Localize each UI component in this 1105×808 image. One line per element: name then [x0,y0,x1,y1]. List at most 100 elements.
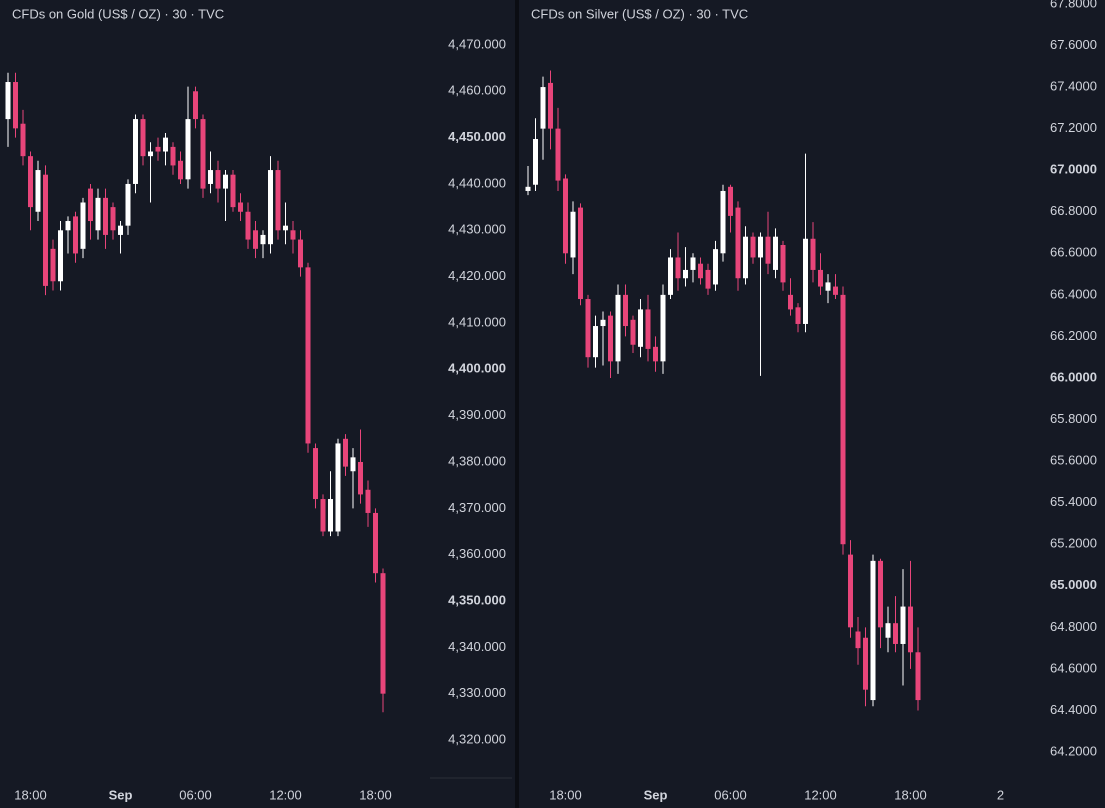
panel-divider [515,0,519,808]
candle-body [358,461,363,495]
candle-body [750,236,756,258]
candle-body [683,269,688,279]
candle-body [118,225,123,235]
candle-body [58,230,63,282]
candle-body [215,170,221,189]
x-tick-label: 2 [997,787,1004,802]
candle-body [773,236,778,270]
y-tick-label: 4,370.000 [448,500,506,515]
candle-body [848,554,853,628]
candle-body [110,207,116,231]
candle-body [20,123,26,157]
y-tick-label: 65.8000 [1050,411,1097,426]
x-tick-label: 18:00 [359,787,392,802]
x-tick-label: 12:00 [269,787,302,802]
x-tick-label: 12:00 [804,787,837,802]
candle-body [305,267,311,444]
candle-body [275,170,281,231]
candle-body [208,170,213,184]
candle-body [893,623,898,644]
x-tick-label: Sep [644,787,668,802]
candle-body [698,263,703,279]
candle-body [653,346,658,362]
candle-body [743,236,748,279]
y-tick-label: 64.2000 [1050,743,1097,758]
y-tick-label: 66.4000 [1050,286,1097,301]
candle-body [540,87,546,129]
candle-body [735,207,741,279]
candle-body [245,211,251,240]
candle-body [548,82,553,129]
candle-body [765,236,771,264]
candle-body [570,211,576,258]
candle-body [298,239,303,268]
y-tick-label: 4,400.000 [448,361,506,376]
candle-body [283,225,288,231]
candle-body [148,151,153,157]
y-tick-label: 4,470.000 [448,36,506,51]
candle-body [320,499,326,532]
y-tick-label: 65.2000 [1050,536,1097,551]
y-tick-label: 4,340.000 [448,639,506,654]
y-tick-label: 4,380.000 [448,453,506,468]
candle-body [28,156,33,208]
candle-body [878,560,883,628]
candle-body [238,202,243,212]
candle-body [170,146,176,166]
y-tick-label: 4,410.000 [448,314,506,329]
candle-body [163,137,168,152]
candle-body [780,244,786,283]
candle-body [600,319,606,327]
candle-body [690,257,696,270]
y-tick-label: 4,430.000 [448,222,506,237]
candle-body [50,248,56,282]
y-tick-label: 66.0000 [1050,369,1097,384]
x-tick-label: 18:00 [14,787,47,802]
x-tick-label: 06:00 [714,787,747,802]
candle-body [178,160,183,180]
candle-body [840,294,846,545]
candle-body [125,183,131,226]
y-tick-label: 64.6000 [1050,660,1097,675]
candle-body [5,82,11,120]
y-tick-label: 67.4000 [1050,79,1097,94]
x-tick-label: 06:00 [179,787,212,802]
candle-body [608,315,613,362]
candle-body [810,238,816,270]
candle-body [328,499,333,532]
y-tick-label: 64.8000 [1050,619,1097,634]
y-tick-label: 65.0000 [1050,577,1097,592]
y-tick-label: 65.6000 [1050,453,1097,468]
y-tick-label: 4,460.000 [448,83,506,98]
x-tick-label: Sep [109,787,133,802]
candle-body [803,238,808,324]
candle-body [915,652,921,701]
candle-body [675,257,681,279]
y-tick-label: 4,390.000 [448,407,506,422]
y-tick-label: 65.4000 [1050,494,1097,509]
candle-body [525,186,531,191]
candle-body [788,294,793,310]
y-tick-label: 4,420.000 [448,268,506,283]
y-tick-label: 66.6000 [1050,245,1097,260]
candle-body [88,188,93,222]
candle-body [253,230,258,249]
candle-body [65,221,71,231]
x-tick-label: 18:00 [894,787,927,802]
y-tick-label: 67.2000 [1050,120,1097,135]
candle-body [200,119,206,189]
candle-body [365,489,371,513]
candle-body [103,197,108,235]
candle-body [563,178,568,254]
candle-body [140,119,146,157]
y-tick-label: 4,360.000 [448,546,506,561]
candle-body [645,309,651,349]
candle-body [578,207,583,300]
y-tick-label: 64.4000 [1050,702,1097,717]
y-tick-label: 4,350.000 [448,592,506,607]
candle-body [870,560,876,701]
candle-body [615,294,621,362]
candle-body [885,623,891,638]
candle-body [223,174,228,189]
y-tick-label: 67.6000 [1050,37,1097,52]
